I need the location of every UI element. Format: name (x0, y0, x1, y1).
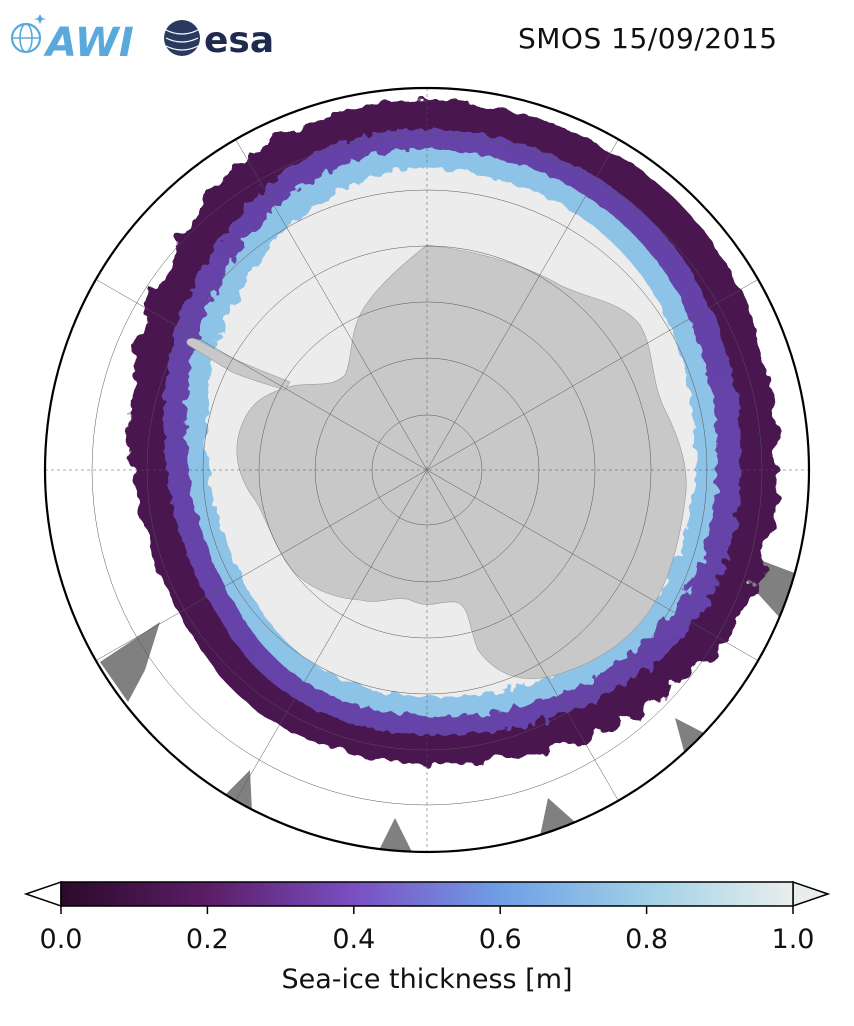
colorbar-tick-label: 1.0 (771, 924, 815, 955)
colorbar-extend-min (23, 880, 62, 908)
colorbar-tick-label: 0.6 (478, 924, 522, 955)
colorbar-tick-label: 0.2 (185, 924, 229, 955)
esa-logo-text: esa (204, 20, 274, 61)
graticule (45, 88, 809, 852)
polar-map (43, 86, 811, 854)
map-boundary (43, 86, 811, 854)
colorbar-tick-label: 0.4 (332, 924, 376, 955)
colorbar-extend-max (792, 880, 831, 908)
colorbar (23, 880, 831, 914)
colorbar-label: Sea-ice thickness [m] (281, 964, 573, 995)
awi-logo: AWI (10, 14, 134, 66)
map-title: SMOS 15/09/2015 (518, 22, 778, 55)
logos: AWI esa (10, 14, 274, 66)
colorbar-tick-label: 0.0 (39, 924, 83, 955)
esa-logo: esa (164, 20, 274, 61)
awi-logo-text: AWI (43, 20, 134, 66)
colorbar-gradient (60, 881, 794, 907)
colorbar-tick-label: 0.8 (625, 924, 669, 955)
antarctic-peninsula (186, 338, 291, 391)
